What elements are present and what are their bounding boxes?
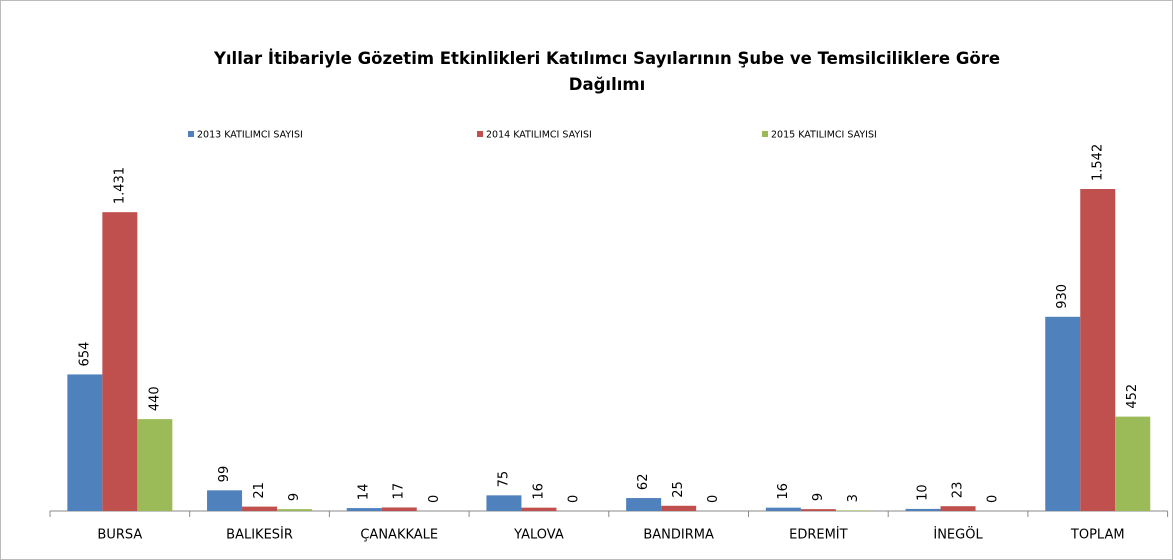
data-label: 654 bbox=[77, 342, 92, 367]
data-label: 16 bbox=[531, 483, 546, 500]
data-label: 1.431 bbox=[112, 167, 127, 204]
chart-title: Yıllar İtibariyle Gözetim Etkinlikleri K… bbox=[213, 49, 1001, 94]
data-label: 9 bbox=[287, 493, 302, 501]
bar bbox=[1115, 416, 1151, 511]
bar bbox=[661, 505, 697, 511]
x-tick-label: BANDIRMA bbox=[643, 528, 714, 543]
data-label: 10 bbox=[916, 484, 931, 501]
bar bbox=[940, 506, 976, 511]
data-label: 75 bbox=[496, 471, 511, 488]
x-tick-label: ÇANAKKALE bbox=[360, 528, 438, 543]
data-label: 16 bbox=[776, 483, 791, 500]
x-tick-label: EDREMİT bbox=[789, 527, 848, 543]
data-label: 0 bbox=[566, 495, 581, 503]
data-label: 930 bbox=[1055, 284, 1070, 309]
legend-label: 2015 KATILIMCI SAYISI bbox=[771, 130, 877, 141]
legend-swatch bbox=[188, 131, 194, 137]
data-label: 9 bbox=[811, 493, 826, 501]
bar bbox=[381, 507, 417, 511]
x-tick-label: İNEGÖL bbox=[933, 526, 983, 543]
bar bbox=[765, 507, 801, 511]
bar bbox=[346, 508, 382, 511]
bar bbox=[242, 506, 278, 511]
bar bbox=[1045, 316, 1081, 511]
data-label: 14 bbox=[357, 484, 372, 501]
data-label: 452 bbox=[1125, 384, 1140, 409]
data-label: 0 bbox=[706, 495, 721, 503]
data-label: 25 bbox=[671, 481, 686, 498]
data-label: 440 bbox=[147, 386, 162, 411]
x-tick-label: TOPLAM bbox=[1070, 528, 1125, 543]
data-label: 0 bbox=[427, 495, 442, 503]
x-tick-label: BURSA bbox=[97, 528, 142, 543]
data-label: 3 bbox=[846, 494, 861, 502]
bar bbox=[1080, 189, 1116, 511]
legend-swatch bbox=[477, 131, 483, 137]
bar bbox=[207, 490, 243, 511]
bar bbox=[835, 510, 871, 511]
bar bbox=[67, 374, 103, 511]
bar bbox=[800, 509, 836, 511]
bar bbox=[137, 419, 173, 511]
data-label: 17 bbox=[392, 483, 407, 500]
bar bbox=[626, 498, 662, 511]
data-label: 1.542 bbox=[1090, 144, 1105, 181]
data-label: 0 bbox=[986, 495, 1001, 503]
data-label: 99 bbox=[217, 466, 232, 483]
bar bbox=[102, 212, 138, 511]
x-tick-label: YALOVA bbox=[513, 528, 564, 543]
data-label: 21 bbox=[252, 482, 267, 499]
bar bbox=[277, 509, 313, 511]
bar bbox=[486, 495, 522, 511]
x-tick-label: BALIKESİR bbox=[226, 527, 293, 543]
data-label: 62 bbox=[636, 474, 651, 491]
legend-label: 2014 KATILIMCI SAYISI bbox=[486, 130, 592, 141]
data-label: 23 bbox=[951, 482, 966, 499]
bar bbox=[521, 507, 557, 511]
legend-label: 2013 KATILIMCI SAYISI bbox=[197, 130, 303, 141]
bar bbox=[905, 508, 941, 511]
legend-swatch bbox=[762, 131, 768, 137]
